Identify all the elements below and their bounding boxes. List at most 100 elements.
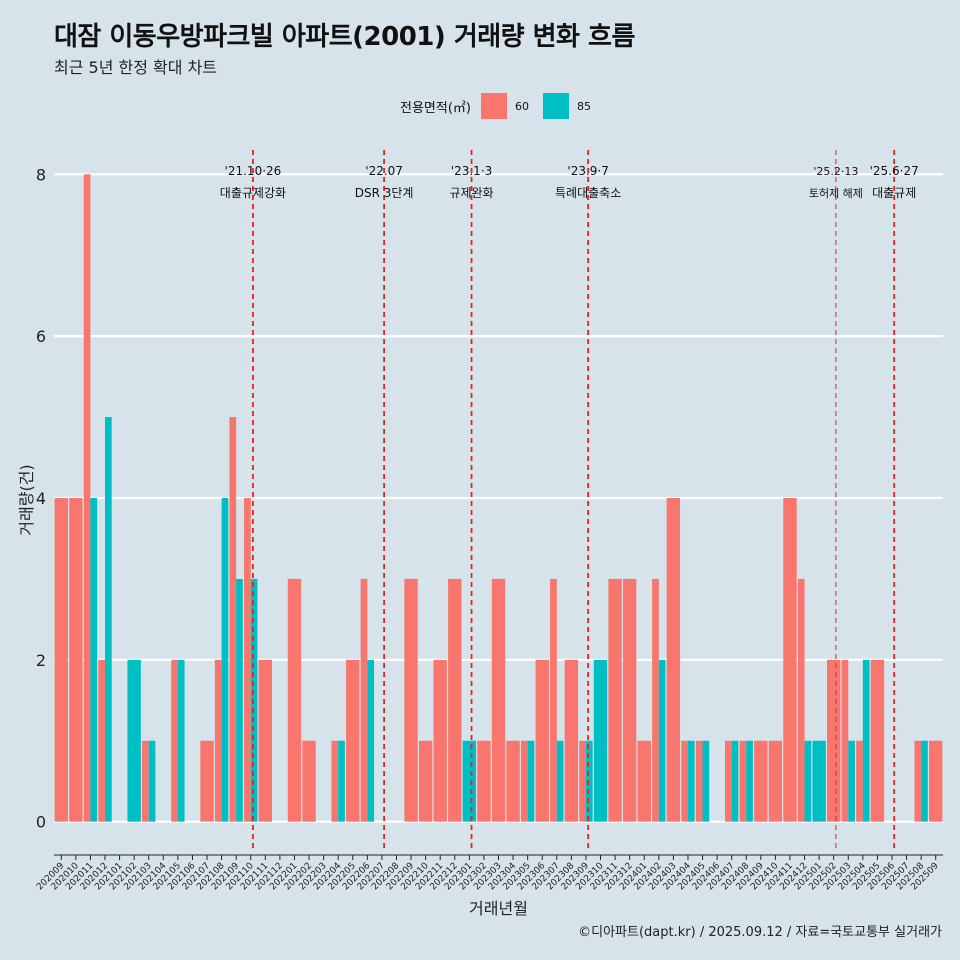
bar-60 <box>302 740 316 822</box>
bar-85 <box>746 740 753 822</box>
bar-60 <box>506 740 520 822</box>
bar-85 <box>921 740 928 822</box>
bar-60 <box>287 578 302 822</box>
event-date: '25.2·13 <box>813 165 858 178</box>
bar-60 <box>83 174 91 822</box>
bar-60 <box>258 659 273 822</box>
y-tick-label: 8 <box>36 165 46 184</box>
bar-60 <box>448 578 462 822</box>
bar-60 <box>331 740 339 822</box>
bar-60 <box>608 578 622 822</box>
event-label: 대출규제강화 <box>220 186 286 200</box>
bar-60 <box>841 659 849 822</box>
bar-85 <box>367 659 375 822</box>
bar-60 <box>724 740 732 822</box>
page-title: 대잠 이동우방파크빌 아파트(2001) 거래량 변화 흐름 <box>54 22 635 52</box>
bar-60 <box>171 659 178 822</box>
bar-60 <box>491 578 506 822</box>
legend-swatch-85 <box>542 93 569 119</box>
legend: 전용면적(㎡) 60 85 <box>400 93 605 119</box>
bar-60 <box>142 740 149 822</box>
bar-60 <box>695 740 703 822</box>
bar-85 <box>658 659 666 822</box>
bar-85 <box>687 740 695 822</box>
bar-60 <box>870 659 885 822</box>
bar-60 <box>360 578 368 822</box>
bar-60 <box>681 740 688 822</box>
event-label: DSR 3단계 <box>355 186 414 200</box>
bar-60 <box>579 740 586 822</box>
bar-60 <box>69 497 83 822</box>
bar-60 <box>637 740 651 822</box>
bar-85 <box>177 659 185 822</box>
event-date: '22.07 <box>365 164 403 178</box>
bar-85 <box>804 740 812 822</box>
bar-85 <box>556 740 564 822</box>
bar-85 <box>221 497 229 822</box>
bar-60 <box>768 740 783 822</box>
event-date: '21.10·26 <box>225 164 282 178</box>
y-tick-label: 0 <box>36 813 46 832</box>
event-date: '23.1·3 <box>451 164 492 178</box>
bar-60 <box>550 578 557 822</box>
y-axis-title: 거래량(건) <box>17 464 36 535</box>
bar-85 <box>527 740 535 822</box>
bar-85 <box>812 740 826 822</box>
bar-85 <box>90 497 98 822</box>
bar-85 <box>148 740 156 822</box>
bar-85 <box>862 659 870 822</box>
bar-60 <box>477 740 491 822</box>
bar-85 <box>338 740 345 822</box>
bar-60 <box>929 740 943 822</box>
bar-85 <box>462 740 477 822</box>
bar-60 <box>404 578 418 822</box>
bar-60 <box>652 578 659 822</box>
legend-title: 전용면적(㎡) <box>400 100 471 116</box>
bar-60 <box>666 497 681 822</box>
bar-60 <box>520 740 528 822</box>
event-date: '25.6·27 <box>870 164 919 178</box>
legend-swatch-60 <box>480 93 507 119</box>
event-date: '23.9·7 <box>567 164 608 178</box>
bar-60 <box>622 578 637 822</box>
bar-85 <box>236 578 243 822</box>
y-tick-label: 4 <box>36 489 46 508</box>
bar-60 <box>564 659 579 822</box>
event-label: 특례대출축소 <box>555 186 621 200</box>
bar-60 <box>214 659 222 822</box>
bar-60 <box>783 497 797 822</box>
bar-60 <box>797 578 805 822</box>
y-tick-label: 6 <box>36 327 46 346</box>
bar-85 <box>593 659 608 822</box>
bar-85 <box>127 659 141 822</box>
legend-label-85: 85 <box>576 99 591 113</box>
bar-60 <box>856 740 863 822</box>
bar-60 <box>914 740 922 822</box>
bar-60 <box>433 659 447 822</box>
legend-label-60: 60 <box>514 99 529 113</box>
bar-85 <box>585 740 593 822</box>
bar-60 <box>200 740 214 822</box>
bar-85 <box>848 740 855 822</box>
y-tick-label: 2 <box>36 651 46 670</box>
caption: ©디아파트(dapt.kr) / 2025.09.12 / 자료=국토교통부 실… <box>578 925 942 940</box>
bar-85 <box>702 740 710 822</box>
bar-60 <box>754 740 768 822</box>
bar-85 <box>731 740 739 822</box>
bar-85 <box>250 578 258 822</box>
event-label: 대출규제 <box>872 186 916 200</box>
bar-60 <box>739 740 747 822</box>
bar-60 <box>535 659 549 822</box>
page-subtitle: 최근 5년 한정 확대 차트 <box>54 58 218 77</box>
event-label: 토허제 해제 <box>809 186 863 200</box>
bar-60 <box>418 740 433 822</box>
bar-60 <box>98 659 106 822</box>
x-axis-title: 거래년월 <box>469 899 528 918</box>
bar-60 <box>827 659 841 822</box>
bar-60 <box>346 659 360 822</box>
event-label: 규제완화 <box>449 186 493 200</box>
bar-60 <box>244 497 251 822</box>
bar-85 <box>105 417 112 822</box>
bar-60 <box>229 417 237 822</box>
